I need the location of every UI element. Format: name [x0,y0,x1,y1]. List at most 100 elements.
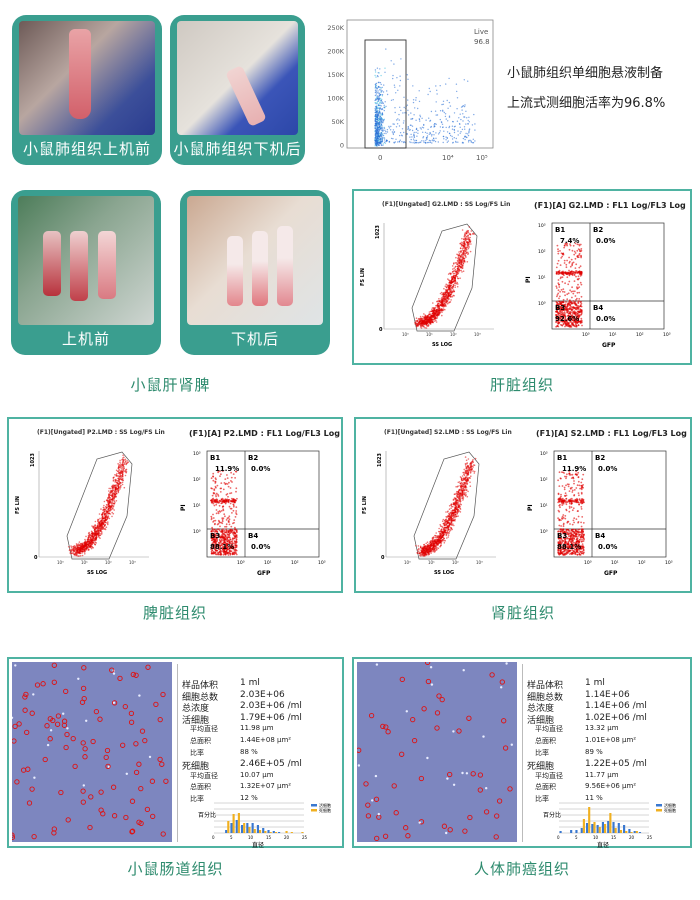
event-dot [464,138,466,141]
event-dot [103,528,105,530]
event-dot [75,545,77,548]
photo-card-lung-before: 小鼠肺组织上机前 [12,15,162,165]
event-dot [429,317,431,319]
event-dot [468,226,471,228]
event-dot [115,496,117,498]
event-dot [231,500,234,503]
event-dot [569,305,572,308]
event-dot [403,131,405,134]
photo-organ-tubes-before [18,196,154,325]
event-dot [443,138,445,140]
event-dot [413,134,415,136]
event-dot [212,513,214,516]
gfp-tick: 10¹ [264,560,272,566]
event-dot [413,133,415,135]
event-dot [562,312,565,314]
event-dot [557,273,560,275]
event-dot [108,490,110,492]
event-dot [451,135,453,138]
event-dot [455,140,457,143]
event-dot [384,101,386,103]
event-dot [376,110,378,113]
event-dot [76,552,79,554]
event-dot [235,546,238,548]
event-dot [457,253,459,256]
event-dot [235,544,237,547]
event-dot [111,490,113,492]
event-dot [570,258,573,261]
event-dot [573,324,575,327]
event-dot [122,454,124,457]
event-dot [432,130,434,133]
event-dot [231,546,234,549]
event-dot [231,537,234,540]
event-dot [561,280,564,283]
event-dot [114,491,116,493]
event-dot [453,276,456,279]
event-dot [116,470,119,473]
event-dot [580,295,583,298]
event-dot [83,551,86,553]
event-dot [579,273,582,276]
event-dot [115,489,117,492]
event-dot [112,512,115,515]
event-dot [555,266,558,269]
y-tick: 200K [327,48,344,56]
event-dot [225,550,228,553]
event-dot [413,131,415,134]
event-dot [379,137,381,140]
event-dot [436,114,439,116]
event-dot [378,127,380,129]
event-dot [210,530,213,532]
event-dot [555,285,558,288]
event-dot [379,114,381,117]
event-dot [424,141,427,144]
event-dot [212,550,215,553]
event-dot [456,265,459,268]
event-dot [97,531,100,534]
event-dot [439,110,442,112]
event-dot [417,321,420,323]
event-dot [386,90,388,92]
event-dot [458,254,461,257]
event-dot [101,517,103,520]
event-dot [233,537,236,540]
event-dot [433,124,435,126]
event-dot [428,321,430,324]
event-dot [568,326,571,328]
card-label: 小鼠肺组织下机后 [173,140,302,158]
event-dot [442,141,444,144]
event-dot [557,313,560,315]
event-dot [89,534,92,536]
event-dot [421,318,423,320]
event-dot [435,123,437,126]
event-dot [228,523,231,526]
event-dot [577,324,580,327]
event-dot [72,545,74,548]
event-dot [412,99,415,101]
event-dot [419,116,422,118]
event-dot [453,524,455,527]
event-dot [448,289,451,291]
event-dot [103,522,105,525]
event-dot [566,293,569,296]
event-dot [456,97,459,99]
event-dot [461,256,463,259]
event-dot [452,268,454,270]
event-dot [427,323,430,326]
event-dot [449,529,452,532]
event-dot [390,125,392,128]
event-dot [429,141,432,144]
event-dot [73,553,75,556]
event-dot [385,132,387,135]
event-dot [220,521,223,524]
event-dot [214,480,217,483]
event-dot [471,233,474,235]
event-dot [384,142,386,144]
event-dot [380,125,382,127]
event-dot [382,122,384,124]
event-dot [425,119,427,121]
event-dot [90,543,93,545]
event-dot [215,553,218,556]
event-dot [221,539,223,542]
